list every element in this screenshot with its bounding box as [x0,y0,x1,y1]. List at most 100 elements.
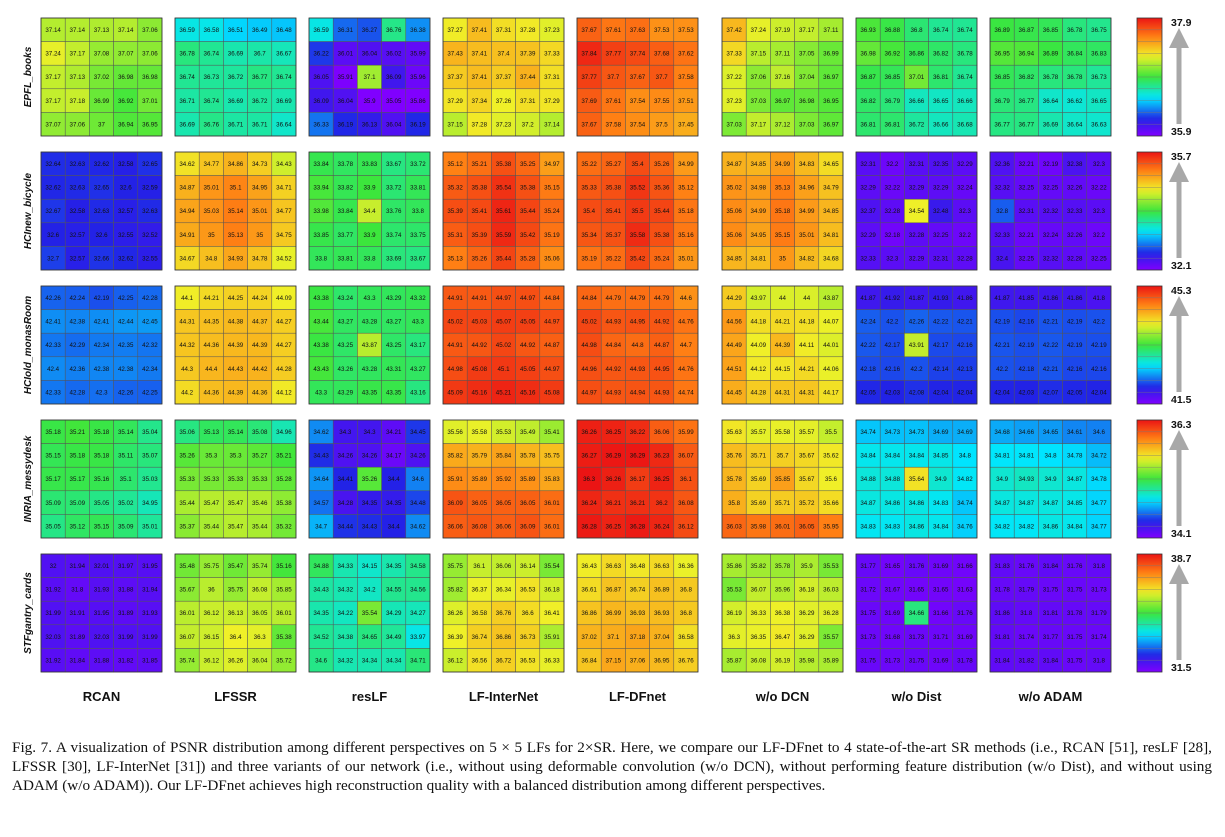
cell-value: 35.14 [228,208,244,215]
cell-value: 35.86 [410,98,426,105]
cell-value: 42.04 [957,389,973,396]
cell-value: 44.15 [775,366,791,373]
cell-value: 36.27 [362,27,378,34]
cell-value: 34.35 [386,500,402,507]
cell-value: 37.06 [630,657,646,664]
cell-value: 34.88 [885,476,901,483]
cell-value: 35.22 [606,255,622,262]
cell-value: 36.26 [228,657,244,664]
cell-value: 32.57 [70,255,86,262]
cell-value: 35.79 [472,453,488,460]
cell-value: 43.32 [410,295,426,302]
cell-value: 34.77 [1091,500,1107,507]
cell-value: 33.83 [362,161,378,168]
cell-value: 35.17 [45,476,61,483]
cell-value: 34.4 [388,476,401,483]
cell-value: 35.61 [496,208,512,215]
cell-value: 36.81 [860,121,876,128]
scene-label: HCIold_monasRoom [23,296,34,394]
cell-value: 31.95 [94,610,110,617]
cell-value: 37.05 [799,51,815,58]
cell-value: 32.62 [94,161,110,168]
cell-value: 36.59 [313,27,329,34]
cell-value: 34.65 [823,161,839,168]
cell-value: 42.05 [1067,389,1083,396]
cell-value: 34.7 [315,523,328,530]
cell-value: 34.6 [412,476,425,483]
cell-value: 42.16 [1067,366,1083,373]
cell-value: 32.63 [94,208,110,215]
scene-label: HCInew_bicycle [23,172,34,249]
cell-value: 35.01 [678,255,694,262]
cell-value: 32.29 [909,185,925,192]
method-label: RCAN [83,689,121,704]
cell-value: 36.43 [581,563,597,570]
cell-value: 31.92 [45,587,61,594]
cell-value: 35.06 [726,208,742,215]
cell-value: 36 [208,587,215,594]
heatmap-grid: 37.14 37.14 37.13 37.14 37.06 37.24 37.17 37.08… [40,17,163,137]
heatmap-grid: 36.26 36.25 36.22 36.06 35.99 36.27 36.29 36.29… [576,419,699,539]
cell-value: 34.73 [909,429,925,436]
cell-value: 35.9 [801,563,814,570]
cell-value: 32.65 [142,161,158,168]
cell-value: 32.66 [94,255,110,262]
cell-value: 32.32 [1043,255,1059,262]
cell-value: 34.83 [860,523,876,530]
cell-value: 44.1 [181,295,194,302]
cell-value: 44.93 [654,389,670,396]
cell-value: 31.99 [118,634,134,641]
cell-value: 37.13 [70,74,86,81]
cell-value: 33.74 [386,232,402,239]
cell-value: 34.17 [386,453,402,460]
cell-value: 35.47 [204,500,220,507]
cell-value: 34.87 [179,185,195,192]
cell-value: 37.04 [654,634,670,641]
cell-value: 31.71 [933,634,949,641]
cell-value: 36.74 [957,27,973,34]
cell-value: 37.17 [45,98,61,105]
cell-value: 43.27 [386,319,402,326]
cell-value: 35.91 [338,74,354,81]
cell-value: 34.66 [909,610,925,617]
cell-value: 33.78 [338,161,354,168]
cell-value: 31.8 [71,587,84,594]
cell-value: 42.18 [1019,366,1035,373]
cell-value: 42.33 [45,389,61,396]
cell-value: 34.32 [338,657,354,664]
cell-value: 44.36 [204,389,220,396]
cell-value: 44 [803,295,810,302]
scene-label: INRIA_messydesk [23,435,34,522]
cell-value: 33.94 [313,185,329,192]
cell-value: 35.52 [630,185,646,192]
cell-value: 43.27 [338,319,354,326]
heatmap-grid: 34.74 34.73 34.73 34.69 34.69 34.84 34.84 34.84… [855,419,978,539]
cell-value: 31.75 [1043,587,1059,594]
cell-value: 31.93 [94,587,110,594]
cell-value: 37.23 [496,121,512,128]
cell-value: 36.98 [142,74,158,81]
cell-value: 35.14 [228,429,244,436]
cell-value: 33.85 [313,232,329,239]
colorbar-max-label: 38.7 [1171,553,1192,565]
cell-value: 36.78 [1067,74,1083,81]
cell-value: 36.06 [654,429,670,436]
cell-value: 35.67 [799,476,815,483]
cell-value: 35.03 [142,476,158,483]
grid-border [721,285,844,405]
cell-value: 37.54 [630,121,646,128]
cell-value: 37.33 [544,51,560,58]
cell-value: 37.67 [630,74,646,81]
cell-value: 35.69 [751,476,767,483]
cell-value: 45.16 [520,389,536,396]
cell-value: 45.21 [496,389,512,396]
cell-value: 36.58 [678,634,694,641]
cell-value: 36.85 [885,74,901,81]
grid-border [576,17,699,137]
cell-value: 32 [50,563,57,570]
cell-value: 32.18 [885,232,901,239]
heatmap-grid: 31.77 31.65 31.76 31.69 31.66 31.72 31.67 31.65… [855,553,978,673]
cell-value: 31.72 [860,587,876,594]
cell-value: 32.31 [1019,208,1035,215]
cell-value: 36.29 [606,453,622,460]
